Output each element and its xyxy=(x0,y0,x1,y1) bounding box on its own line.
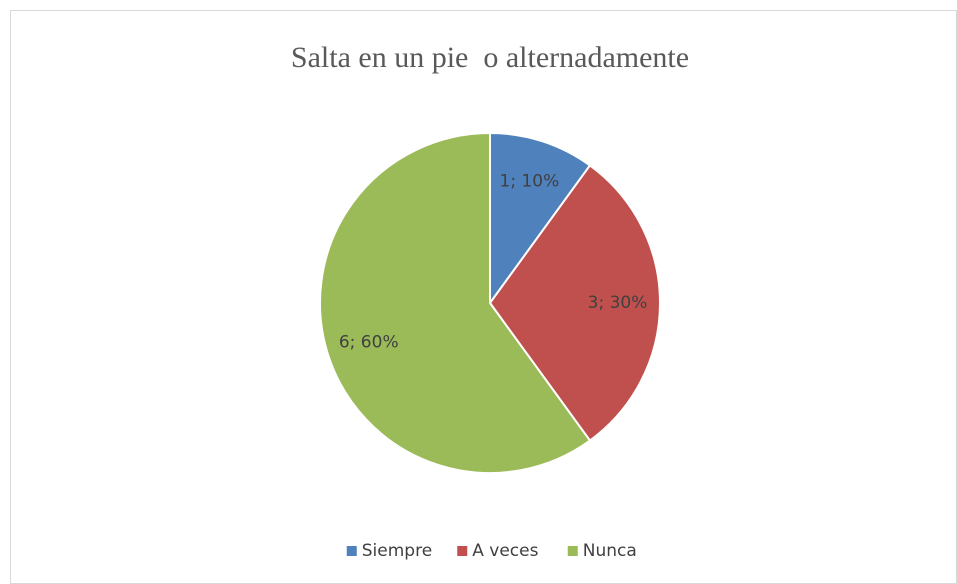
legend-label: Siempre xyxy=(362,541,432,561)
legend-swatch xyxy=(346,546,357,556)
pie-slice xyxy=(488,164,662,442)
legend-label: A veces xyxy=(472,541,538,561)
legend-label: Nunca xyxy=(583,541,637,561)
data-label: 3; 30% xyxy=(588,293,648,313)
data-label: 1; 10% xyxy=(500,172,560,192)
pie-slice xyxy=(489,131,592,307)
pie-slice xyxy=(319,131,592,474)
chart-title: Salta en un pie o alternadamente xyxy=(291,41,689,74)
legend-swatch xyxy=(567,546,578,556)
legend-swatch xyxy=(457,546,468,556)
data-label: 6; 60% xyxy=(339,332,399,352)
